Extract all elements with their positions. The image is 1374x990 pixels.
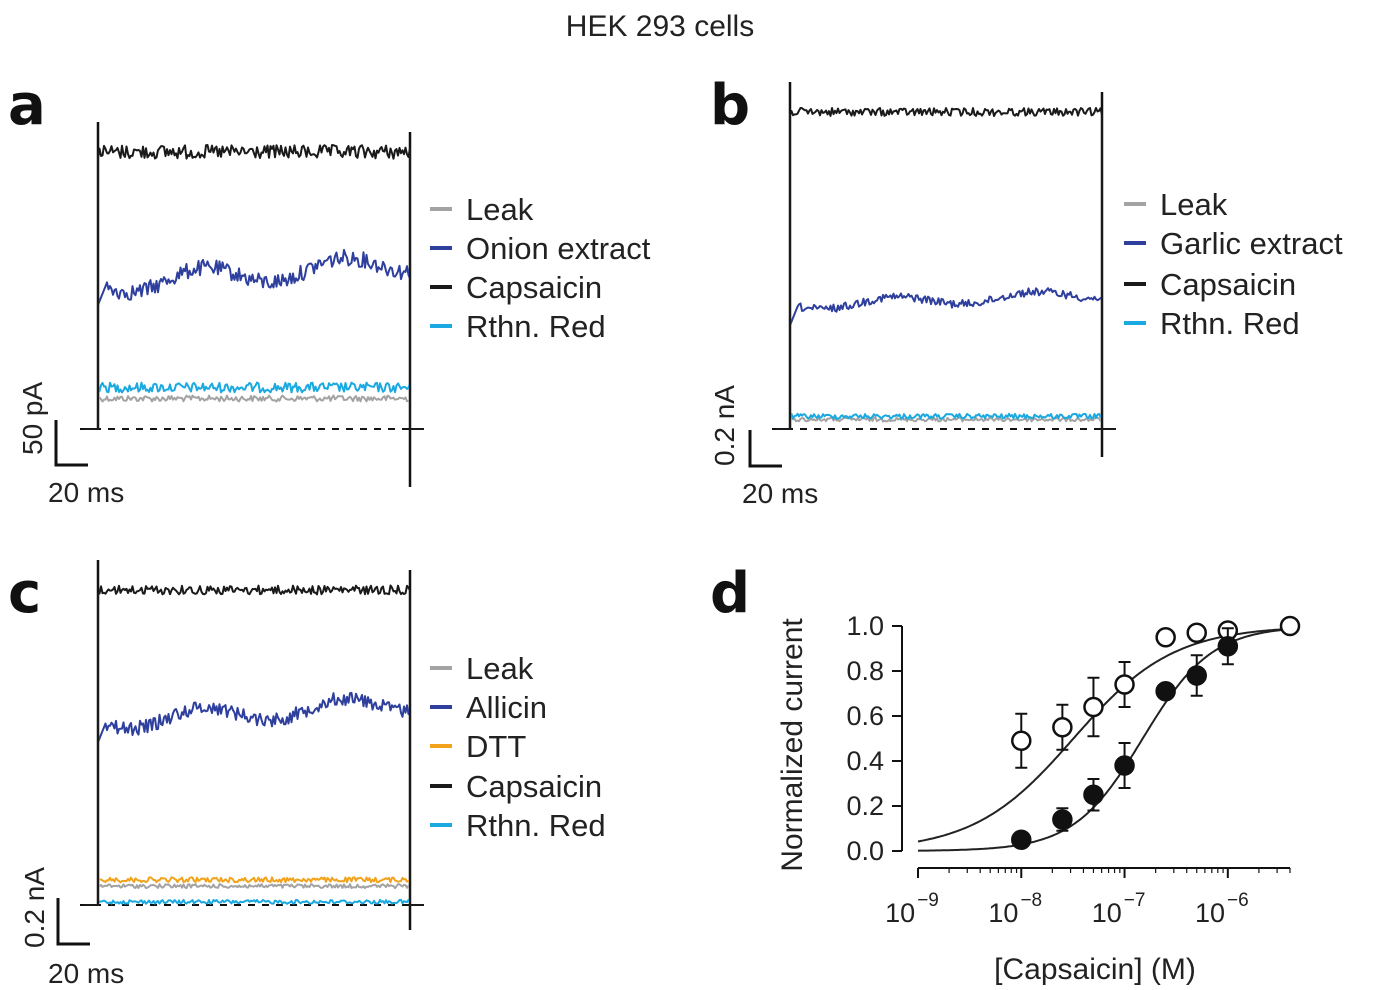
y-tick-label: 0.4 — [846, 746, 884, 776]
scale-bar-lines — [54, 420, 88, 467]
legend-label-allicin: Allicin — [466, 690, 547, 725]
trace-capsaicin — [84, 144, 424, 430]
y-tick-label: 0.2 — [846, 791, 884, 821]
data-point-open — [1052, 717, 1073, 738]
trace-onion-extract — [84, 248, 424, 430]
data-point-filled — [1083, 784, 1104, 805]
panel-b-letter: b — [710, 73, 750, 138]
scale-bar-current-label: 0.2 nA — [19, 867, 50, 948]
legend-label-capsaicin: Capsaicin — [1160, 267, 1296, 302]
scale-bar-lines — [56, 898, 90, 946]
y-tick-label: 0.0 — [846, 836, 884, 866]
panel-a-letter: a — [8, 73, 46, 138]
trace-capsaicin — [84, 584, 424, 906]
trace-leak — [776, 416, 1116, 430]
legend-label-onion-extract: Onion extract — [466, 231, 651, 266]
scale-bar-lines — [748, 430, 782, 468]
data-point-filled — [1217, 636, 1239, 657]
panel-d: d 0.0 0.2 0.4 0.6 0.8 1.0 10 −9 10 −8 10 −7 10 −6 Nor… — [710, 561, 1301, 986]
scale-bar-time-label: 20 ms — [742, 478, 818, 509]
panel-a-legend: Leak Onion extract Capsaicin Rthn. Red — [430, 192, 651, 344]
x-tick-label: 10 −6 — [1195, 890, 1249, 928]
panel-c-legend: Leak Allicin DTT Capsaicin Rthn. Red — [430, 651, 606, 843]
scale-bar-time-label: 20 ms — [48, 477, 124, 508]
data-point-open — [1279, 615, 1301, 637]
panel-c-scale-bar: 0.2 nA 20 ms — [19, 867, 124, 989]
data-point-filled — [1186, 665, 1207, 686]
data-point-open — [1083, 696, 1104, 718]
data-point-open — [1186, 622, 1207, 643]
legend-label-garlic-extract: Garlic extract — [1160, 226, 1343, 261]
legend-label-rthn-red: Rthn. Red — [466, 309, 606, 344]
scale-bar-current-label: 0.2 nA — [709, 385, 740, 466]
fit-curve-filled-circle — [917, 628, 1290, 852]
y-axis-label: Normalized current — [776, 618, 809, 872]
x-tick-label: 10 −8 — [988, 890, 1042, 928]
panel-b-traces — [772, 82, 1118, 457]
panel-b-legend: Leak Garlic extract Capsaicin Rthn. Red — [1124, 187, 1343, 341]
panel-d-chart: 0.0 0.2 0.4 0.6 0.8 1.0 10 −9 10 −8 10 −7 10 −6 — [846, 611, 1301, 928]
legend-label-capsaicin: Capsaicin — [466, 769, 602, 804]
data-point-filled — [1052, 809, 1073, 830]
x-tick-label: 10 −9 — [885, 890, 939, 928]
trace-rthn-red — [84, 381, 424, 430]
x-axis-label: [Capsaicin] (M) — [994, 953, 1196, 986]
trace-garlic-extract — [776, 287, 1116, 430]
fit-curve-open-circle — [917, 627, 1290, 843]
scale-bar-current-label: 50 pA — [17, 382, 48, 455]
y-tick-label: 1.0 — [846, 611, 884, 641]
legend-label-dtt: DTT — [466, 729, 526, 764]
trace-dtt — [84, 876, 424, 906]
y-tick-label: 0.6 — [846, 701, 884, 731]
panel-b-scale-bar: 0.2 nA 20 ms — [709, 385, 818, 509]
panel-a-traces — [80, 122, 426, 487]
panel-b: b Leak Garlic extract Capsaicin Rthn. Re… — [709, 73, 1343, 509]
trace-rthn-red — [84, 898, 424, 906]
trace-leak — [84, 394, 424, 430]
figure-title: HEK 293 cells — [566, 10, 754, 43]
legend-label-capsaicin: Capsaicin — [466, 270, 602, 305]
legend-label-rthn-red: Rthn. Red — [1160, 306, 1300, 341]
x-tick-label: 10 −7 — [1092, 890, 1146, 928]
legend-label-leak: Leak — [466, 651, 534, 686]
trace-rthn-red — [776, 412, 1116, 430]
panel-c: c Leak Allicin DTT Capsaicin Rthn. Red 0… — [8, 560, 606, 989]
legend-label-leak: Leak — [1160, 187, 1228, 222]
trace-leak — [84, 883, 424, 906]
panel-c-traces — [80, 560, 426, 930]
scale-bar-time-label: 20 ms — [48, 958, 124, 989]
trace-capsaicin — [776, 107, 1116, 430]
legend-label-leak: Leak — [466, 192, 534, 227]
panel-a: a Leak Onion extract Capsaicin Rthn. Red… — [8, 73, 651, 508]
data-point-open — [1155, 627, 1176, 648]
data-point-filled — [1155, 681, 1176, 702]
data-point-open — [1114, 674, 1135, 695]
panel-c-letter: c — [8, 561, 41, 626]
legend-label-rthn-red: Rthn. Red — [466, 808, 606, 843]
data-point-filled — [1011, 829, 1032, 850]
panel-a-scale-bar: 50 pA 20 ms — [17, 382, 124, 508]
trace-allicin — [84, 691, 424, 906]
data-point-open — [1011, 730, 1032, 751]
y-tick-label: 0.8 — [846, 656, 884, 686]
panel-d-letter: d — [710, 561, 750, 626]
data-point-filled — [1114, 755, 1135, 776]
